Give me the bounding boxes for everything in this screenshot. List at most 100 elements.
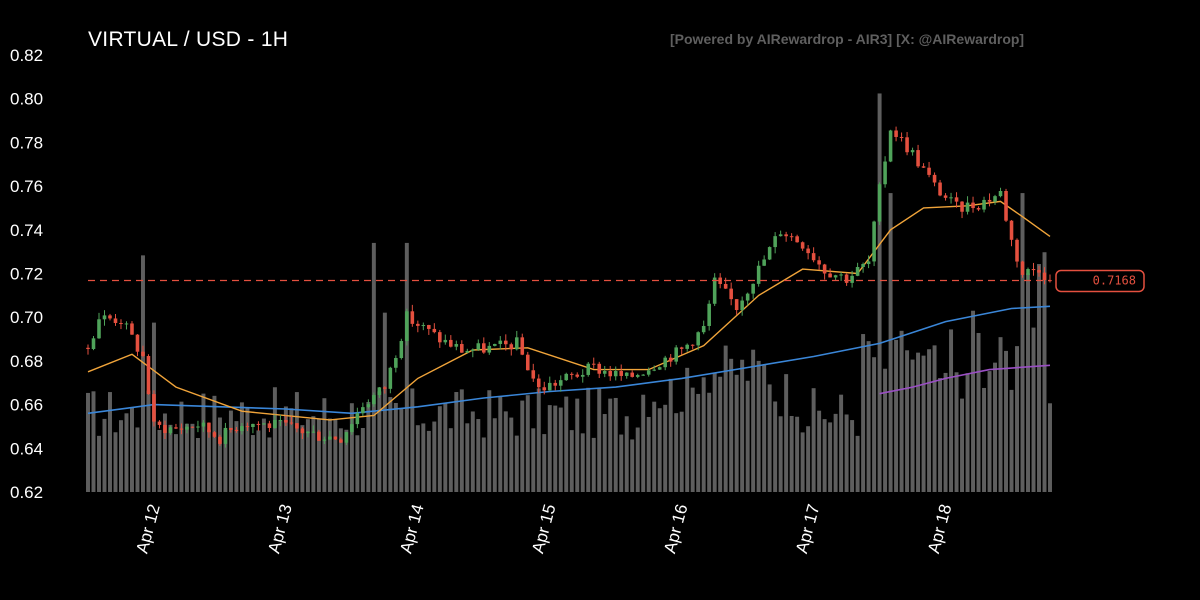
candle-body xyxy=(262,423,266,425)
candle-body xyxy=(168,427,173,434)
candle-body xyxy=(982,199,986,210)
volume-bar xyxy=(404,242,409,492)
candle-body xyxy=(690,344,695,346)
volume-bar xyxy=(949,329,954,492)
volume-bar xyxy=(371,242,376,492)
candle-body xyxy=(855,266,860,276)
volume-bar xyxy=(289,408,294,492)
volume-bar xyxy=(432,421,437,492)
volume-bar xyxy=(921,355,926,492)
volume-bar xyxy=(377,391,382,492)
chart-title: VIRTUAL / USD - 1H xyxy=(88,28,289,51)
candle-body xyxy=(503,340,508,345)
volume-bar xyxy=(866,341,871,492)
candle-body xyxy=(91,338,96,350)
candle-body xyxy=(883,161,887,185)
candle-body xyxy=(712,277,717,304)
volume-bar xyxy=(861,334,866,492)
candle-body xyxy=(476,343,481,350)
volume-bar xyxy=(481,437,486,492)
volume-bar xyxy=(778,416,783,492)
volume-bar xyxy=(86,392,90,492)
candle-body xyxy=(778,234,783,237)
volume-bar xyxy=(751,349,756,492)
volume-bar xyxy=(894,339,899,492)
volume-bar xyxy=(586,387,591,492)
candle-body xyxy=(806,248,810,254)
candle-body xyxy=(212,432,217,437)
volume-bar xyxy=(311,416,316,492)
candle-body xyxy=(987,199,992,202)
candle-body xyxy=(514,337,519,350)
candle-body xyxy=(1004,190,1008,221)
volume-bar xyxy=(965,373,970,492)
volume-bar xyxy=(773,401,778,492)
candle-body xyxy=(421,325,426,327)
candle-body xyxy=(536,378,541,388)
volume-bar xyxy=(635,427,640,492)
volume-bar xyxy=(316,419,321,492)
candle-body xyxy=(372,395,376,405)
volume-bar xyxy=(498,396,503,492)
candle-body xyxy=(569,373,574,375)
x-tick-label: Apr 15 xyxy=(528,502,559,555)
candle-body xyxy=(388,367,393,389)
volume-bar xyxy=(157,429,162,492)
volume-bar xyxy=(91,391,96,492)
volume-bar xyxy=(119,420,123,492)
volume-bar xyxy=(855,435,860,492)
volume-bar xyxy=(734,374,739,492)
candle-body xyxy=(745,293,750,301)
candle-body xyxy=(965,202,970,212)
candle-body xyxy=(240,426,244,432)
candle-body xyxy=(954,197,959,202)
candle-body xyxy=(828,273,832,278)
candle-body xyxy=(696,332,700,346)
candle-body xyxy=(278,419,283,421)
volume-bar xyxy=(1042,252,1047,492)
candle-body xyxy=(564,373,569,381)
candle-body xyxy=(888,130,893,162)
candle-body xyxy=(767,247,772,260)
candle-body xyxy=(740,300,744,311)
candle-body xyxy=(245,426,250,428)
volume-bar xyxy=(267,437,272,492)
candle-body xyxy=(866,261,871,265)
volume-bar xyxy=(608,398,613,492)
volume-bar xyxy=(784,374,789,492)
volume-bar xyxy=(602,414,607,492)
candle-body xyxy=(355,413,360,425)
last-price-tag: 0.7168 xyxy=(1055,269,1145,293)
candle-body xyxy=(839,274,843,276)
y-tick-label: 0.76 xyxy=(10,177,43,196)
candle-body xyxy=(399,341,404,359)
volume-bar xyxy=(729,358,734,492)
candle-body xyxy=(586,363,591,375)
candlesticks xyxy=(86,126,1052,448)
volume-bar xyxy=(509,417,514,492)
volume-bar xyxy=(278,420,283,492)
volume-bar xyxy=(261,418,266,492)
volume-bar xyxy=(470,411,475,492)
candle-body xyxy=(141,351,145,357)
candle-body xyxy=(553,382,558,386)
volume-bar xyxy=(619,434,624,492)
candle-body xyxy=(361,407,365,414)
candle-body xyxy=(558,380,563,386)
volume-bar xyxy=(124,413,129,492)
candle-body xyxy=(339,439,343,443)
candle-body xyxy=(877,184,882,222)
candle-body xyxy=(701,325,706,333)
volume-bar xyxy=(740,359,745,492)
volume-bar xyxy=(135,427,140,492)
candle-body xyxy=(751,283,755,294)
candle-body xyxy=(652,369,656,371)
volume-bar xyxy=(234,421,239,492)
volume-bar xyxy=(327,418,332,492)
y-tick-label: 0.70 xyxy=(10,308,43,327)
volume-bar xyxy=(938,378,943,492)
candle-body xyxy=(498,340,503,344)
volume-bar xyxy=(542,434,547,492)
volume-bar xyxy=(256,430,261,492)
